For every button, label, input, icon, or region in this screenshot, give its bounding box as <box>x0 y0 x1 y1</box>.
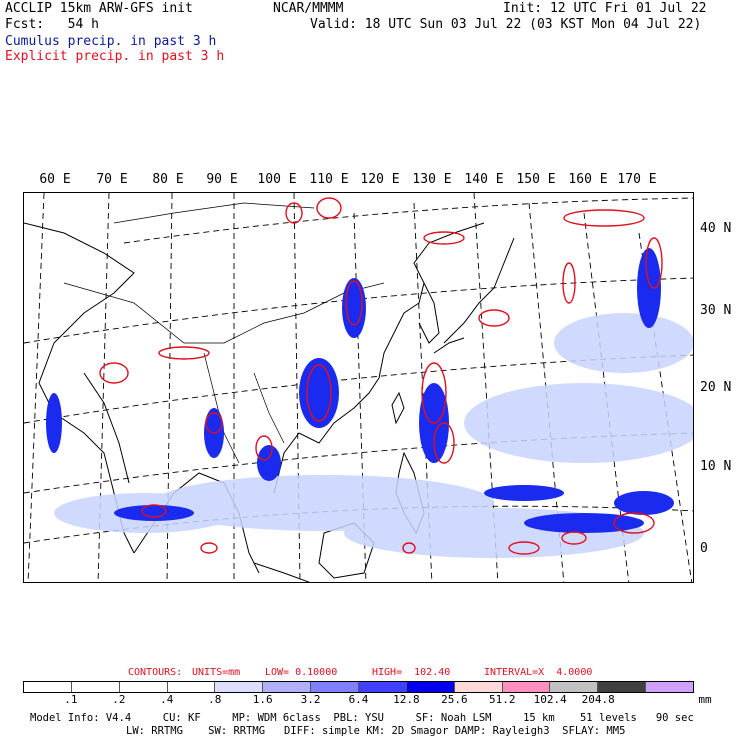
latitude-label: 30 N <box>700 303 732 318</box>
model-title: ACCLIP 15km ARW-GFS init <box>5 1 193 16</box>
colorbar-tick-label: 6.4 <box>348 693 369 706</box>
longitude-label: 70 E <box>96 172 128 187</box>
cumulus-legend-label: Cumulus precip. in past 3 h <box>5 34 217 49</box>
colorbar-segment <box>502 682 551 692</box>
colorbar-segment <box>215 682 264 692</box>
colorbar-segment <box>263 682 312 692</box>
precipitation-map <box>23 192 694 583</box>
colorbar-unit: mm <box>698 693 712 706</box>
colorbar-segment <box>71 682 120 692</box>
contours-label: CONTOURS: <box>128 667 183 678</box>
longitude-label: 90 E <box>206 172 238 187</box>
longitude-label: 100 E <box>257 172 297 187</box>
colorbar-tick-label: 51.2 <box>489 693 516 706</box>
colorbar-tick-label: .1 <box>64 693 78 706</box>
longitude-label: 120 E <box>360 172 400 187</box>
colorbar-tick-label: .8 <box>208 693 222 706</box>
colorbar-segment <box>119 682 168 692</box>
latitude-label: 0 <box>700 541 708 556</box>
model-info-line1: Model Info: V4.4 CU: KF MP: WDM 6class P… <box>30 712 694 724</box>
explicit-precipitation <box>99 197 663 555</box>
colorbar-tick-label: 1.6 <box>252 693 273 706</box>
contours-high: HIGH= 102.40 <box>372 667 451 678</box>
forecast-hour: Fcst: 54 h <box>5 17 99 32</box>
colorbar-segment <box>359 682 407 692</box>
organization-label: NCAR/MMMM <box>273 1 344 16</box>
colorbar-tick-label: 3.2 <box>300 693 321 706</box>
longitude-label: 160 E <box>568 172 608 187</box>
colorbar-segment <box>24 682 72 692</box>
contours-interval: INTERVAL=X 4.0000 <box>484 667 593 678</box>
latitude-label: 40 N <box>700 221 732 236</box>
colorbar-tick-label: 12.8 <box>393 693 420 706</box>
map-canvas <box>24 193 693 582</box>
init-time: Init: 12 UTC Fri 01 Jul 22 <box>503 1 707 16</box>
colorbar-segment <box>454 682 503 692</box>
longitude-label: 60 E <box>39 172 71 187</box>
colorbar-tick-label: .2 <box>112 693 126 706</box>
colorbar-segment <box>550 682 599 692</box>
longitude-label: 130 E <box>412 172 452 187</box>
contours-low: LOW= 0.10000 <box>265 667 338 678</box>
colorbar-segment <box>646 682 694 692</box>
latitude-label: 10 N <box>700 459 732 474</box>
colorbar-segment <box>167 682 216 692</box>
longitude-label: 110 E <box>309 172 349 187</box>
colorbar-tick-label: 25.6 <box>441 693 468 706</box>
colorbar-segment <box>598 682 647 692</box>
colorbar-segment <box>406 682 455 692</box>
latitude-label: 20 N <box>700 380 732 395</box>
valid-time: Valid: 18 UTC Sun 03 Jul 22 (03 KST Mon … <box>310 17 702 32</box>
colorbar-tick-label: 102.4 <box>533 693 567 706</box>
colorbar-tick-label: .4 <box>160 693 174 706</box>
precipitation-colorbar <box>23 681 694 693</box>
colorbar-segment <box>311 682 360 692</box>
contours-units: UNITS=mm <box>192 667 241 678</box>
explicit-legend-label: Explicit precip. in past 3 h <box>5 49 225 64</box>
longitude-label: 140 E <box>464 172 504 187</box>
colorbar-tick-label: 204.8 <box>581 693 615 706</box>
longitude-label: 170 E <box>617 172 657 187</box>
model-info-line2: LW: RRTMG SW: RRTMG DIFF: simple KM: 2D … <box>126 725 626 737</box>
longitude-label: 80 E <box>152 172 184 187</box>
longitude-label: 150 E <box>516 172 556 187</box>
